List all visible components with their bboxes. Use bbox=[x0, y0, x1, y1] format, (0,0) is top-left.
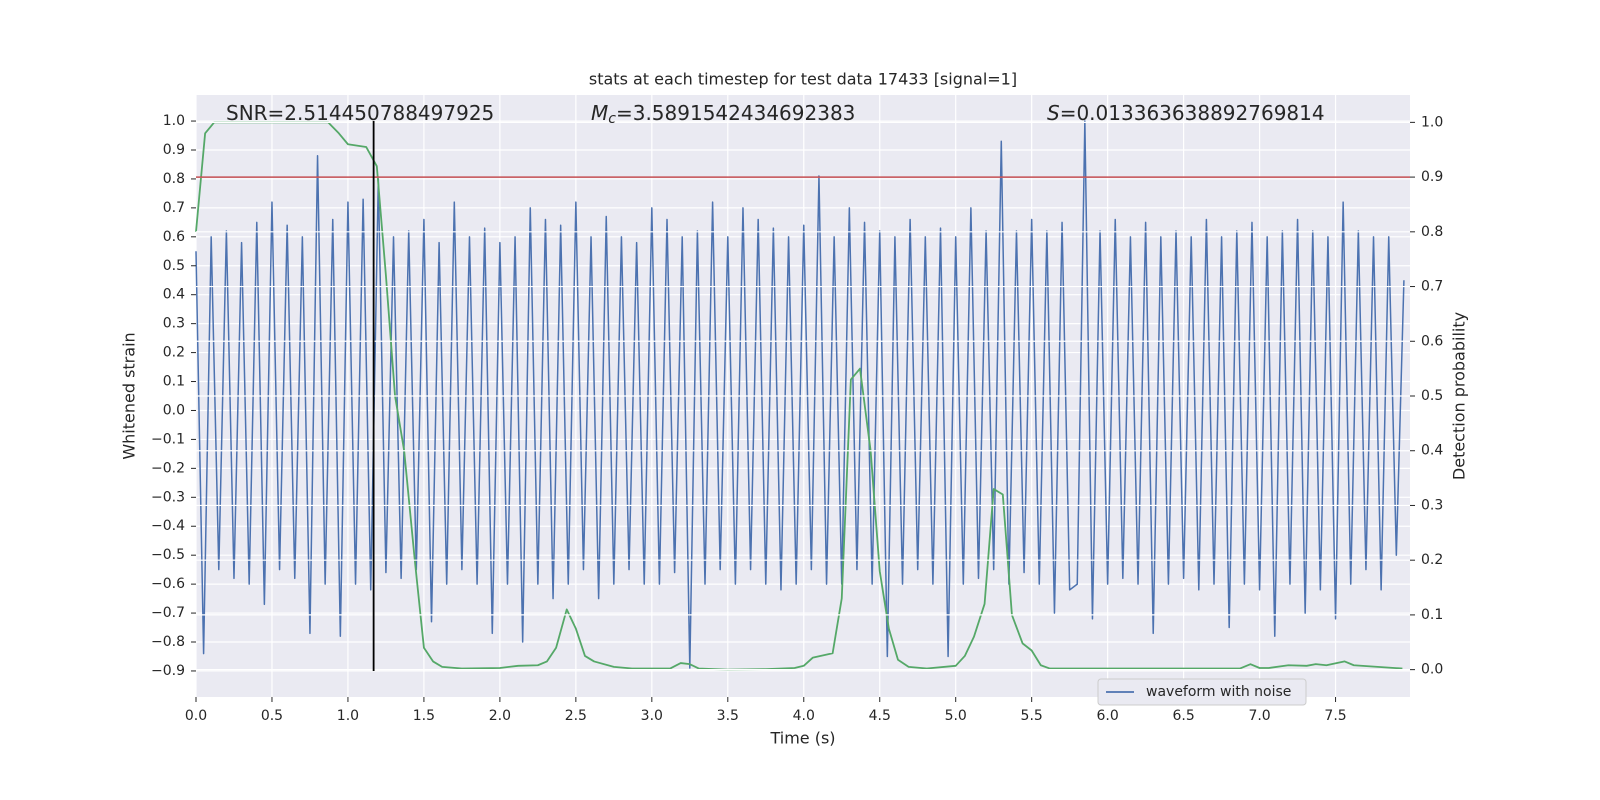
series-line bbox=[195, 121, 1403, 671]
y2-axis-label: Detection probability bbox=[1450, 312, 1469, 480]
y-tick-label: 0.2 bbox=[163, 345, 185, 361]
annotation-text: =0.013363638892769814 bbox=[1060, 101, 1325, 125]
y2-tick-label: 0.0 bbox=[1421, 662, 1443, 678]
chart-title: stats at each timestep for test data 174… bbox=[589, 70, 1017, 89]
y-tick-label: 0.3 bbox=[163, 316, 185, 332]
y2-tick-label: 0.3 bbox=[1421, 497, 1443, 513]
y2-tick-label: 1.0 bbox=[1421, 114, 1443, 130]
x-tick-label: 0.5 bbox=[261, 708, 283, 724]
x-axis-label: Time (s) bbox=[769, 729, 835, 748]
annotation: Mc=3.5891542434692383 bbox=[591, 101, 855, 128]
x-tick-label: 2.5 bbox=[565, 708, 587, 724]
y-tick-label: 0.9 bbox=[163, 142, 185, 158]
x-tick-label: 1.0 bbox=[337, 708, 359, 724]
y-tick-label: 0.0 bbox=[163, 402, 185, 418]
x-tick-label: 7.5 bbox=[1324, 708, 1346, 724]
x-tick-label: 5.0 bbox=[945, 708, 967, 724]
x-tick-label: 0.0 bbox=[185, 708, 207, 724]
y2-tick-label: 0.1 bbox=[1421, 607, 1443, 623]
y2-tick-label: 0.7 bbox=[1421, 279, 1443, 295]
y2-tick-label: 0.9 bbox=[1421, 169, 1443, 185]
x-tick-label: 6.0 bbox=[1097, 708, 1119, 724]
x-tick-label: 4.5 bbox=[869, 708, 891, 724]
x-tick-label: 6.5 bbox=[1172, 708, 1194, 724]
annotation-symbol: M bbox=[591, 101, 608, 125]
annotation-text: SNR=2.514450788497925 bbox=[226, 101, 494, 125]
y-tick-label: 1.0 bbox=[163, 113, 185, 129]
annotation-subscript: c bbox=[608, 111, 616, 127]
y-tick-label: −0.3 bbox=[151, 489, 185, 505]
y-tick-label: −0.5 bbox=[151, 547, 185, 563]
annotation: SNR=2.514450788497925 bbox=[226, 101, 494, 125]
y2-tick-label: 0.2 bbox=[1421, 552, 1443, 568]
x-tick-label: 3.5 bbox=[717, 708, 739, 724]
y-tick-label: 0.8 bbox=[163, 171, 185, 187]
x-tick-label: 2.0 bbox=[489, 708, 511, 724]
x-tick-label: 3.0 bbox=[641, 708, 663, 724]
y2-tick-label: 0.5 bbox=[1421, 388, 1443, 404]
x-tick-label: 5.5 bbox=[1021, 708, 1043, 724]
y2-tick-label: 0.8 bbox=[1421, 224, 1443, 240]
x-tick-label: 7.0 bbox=[1248, 708, 1270, 724]
y-tick-label: 0.4 bbox=[163, 287, 185, 303]
y-tick-label: −0.4 bbox=[151, 518, 185, 534]
legend-label: waveform with noise bbox=[1146, 684, 1291, 700]
y-tick-label: −0.6 bbox=[151, 576, 185, 592]
y-tick-label: −0.1 bbox=[151, 431, 185, 447]
y-axis-label: Whitened strain bbox=[120, 332, 139, 459]
x-tick-label: 4.0 bbox=[793, 708, 815, 724]
y-tick-label: −0.8 bbox=[151, 634, 185, 650]
y-tick-label: −0.9 bbox=[151, 663, 185, 679]
y-tick-label: −0.2 bbox=[151, 460, 185, 476]
y-tick-label: −0.7 bbox=[151, 605, 185, 621]
y-tick-label: 0.5 bbox=[163, 258, 185, 274]
annotation: S=0.013363638892769814 bbox=[1047, 101, 1325, 125]
y-tick-label: 0.6 bbox=[163, 229, 185, 245]
y2-tick-label: 0.4 bbox=[1421, 443, 1443, 459]
annotation-symbol: S bbox=[1047, 101, 1060, 125]
y2-tick-label: 0.6 bbox=[1421, 333, 1443, 349]
annotation-text: =3.5891542434692383 bbox=[616, 101, 855, 125]
x-tick-label: 1.5 bbox=[413, 708, 435, 724]
y-tick-label: 0.7 bbox=[163, 200, 185, 216]
legend-box bbox=[1097, 678, 1307, 706]
y-tick-label: 0.1 bbox=[163, 374, 185, 390]
